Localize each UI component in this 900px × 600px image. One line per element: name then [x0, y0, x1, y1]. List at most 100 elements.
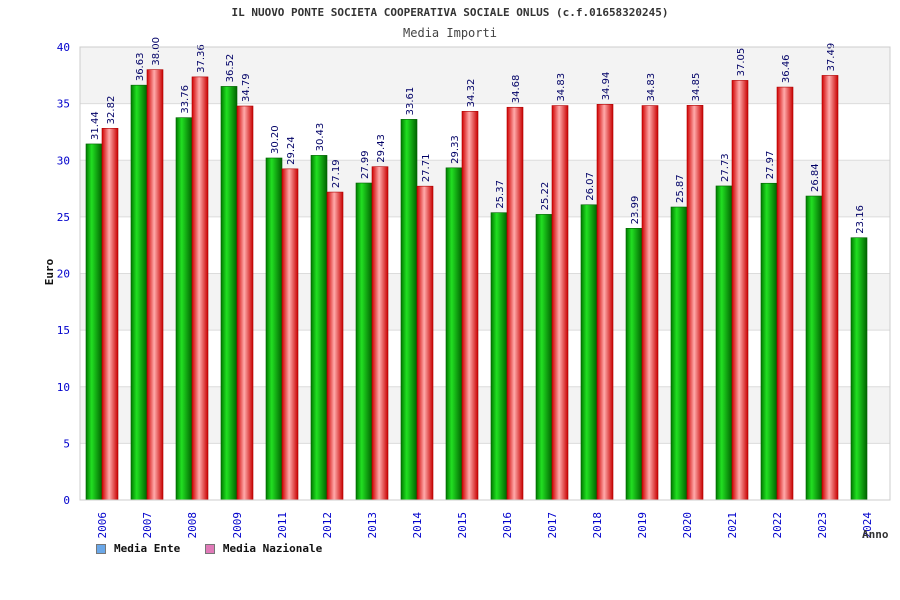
data-label: 34.79: [241, 73, 252, 102]
x-tick-label: 2014: [411, 512, 424, 539]
grid-band: [80, 47, 890, 104]
axes: 0 5 10 15 20 25 30 35 40 2006 2007 2008 2009 2011 2012…: [57, 41, 891, 539]
grid-band: [80, 273, 890, 331]
data-label: 27.19: [331, 159, 342, 188]
bar-media-nazionale: [461, 111, 479, 501]
bar-media-ente: [175, 117, 193, 501]
plot-border: [79, 46, 891, 501]
data-label: 34.85: [691, 73, 702, 102]
x-tick-label: 2020: [681, 512, 694, 539]
y-tick-label: 5: [63, 437, 70, 450]
x-axis-label: Anno: [862, 528, 889, 541]
bar-media-ente: [85, 143, 103, 501]
data-label: 23.99: [630, 196, 641, 225]
grid-bands: [80, 47, 890, 500]
legend-swatch-media-ente: [96, 543, 106, 554]
bar-media-nazionale: [776, 86, 794, 501]
grid-band: [80, 103, 890, 161]
grid-band: [80, 443, 890, 500]
y-tick-label: 0: [63, 494, 70, 507]
x-tick-label: 2012: [321, 512, 334, 539]
data-label: 27.97: [765, 151, 776, 180]
data-label: 37.36: [196, 44, 207, 73]
y-tick-label: 15: [57, 324, 70, 337]
data-label: 23.16: [855, 205, 866, 234]
legend-swatch-media-nazionale: [204, 543, 215, 554]
legend-item-media-nazionale: Media Nazionale: [204, 542, 323, 555]
bar-media-ente: [490, 212, 508, 501]
legend-label: Media Nazionale: [222, 542, 323, 555]
x-tick-label: 2011: [276, 512, 289, 539]
bar-media-nazionale: [686, 105, 704, 501]
y-tick-label: 20: [57, 268, 70, 281]
grid-band: [80, 386, 890, 444]
data-label: 25.22: [540, 182, 551, 211]
x-tick-label: 2015: [456, 512, 469, 539]
data-labels: 31.44 32.82 36.63 38.00 33.76 37.36 36.52 34.79…: [90, 37, 866, 234]
grid-band: [80, 160, 890, 217]
legend-item-media-ente: Media Ente: [96, 542, 180, 555]
y-tick-label: 10: [57, 381, 70, 394]
legend-label: Media Ente: [114, 542, 181, 555]
data-label: 34.83: [556, 73, 567, 102]
x-tick-label: 2008: [186, 512, 199, 539]
x-tick-label: 2017: [546, 512, 559, 539]
chart-subtitle: Media Importi: [403, 26, 497, 40]
bar-media-nazionale: [731, 80, 749, 501]
bar-media-ente: [625, 228, 643, 501]
data-label: 29.24: [286, 136, 297, 165]
y-tick-label: 40: [57, 41, 70, 54]
bar-media-ente: [670, 206, 688, 501]
data-label: 36.46: [781, 54, 792, 83]
data-label: 34.68: [511, 75, 522, 104]
bar-media-nazionale: [416, 185, 434, 501]
bar-media-ente: [760, 182, 778, 501]
bar-media-ente: [130, 84, 148, 501]
x-tick-label: 2006: [96, 512, 109, 539]
data-label: 29.33: [450, 135, 461, 164]
bar-media-ente: [535, 214, 553, 501]
x-tick-label: 2018: [591, 512, 604, 539]
data-label: 26.84: [810, 163, 821, 192]
x-tick-label: 2019: [636, 512, 649, 539]
data-label: 37.49: [826, 43, 837, 72]
bar-media-nazionale: [101, 128, 119, 501]
bar-media-nazionale: [236, 105, 254, 501]
bar-media-ente: [265, 157, 283, 501]
x-tick-label: 2023: [816, 512, 829, 539]
bar-media-ente: [400, 119, 418, 501]
bar-media-nazionale: [821, 75, 839, 501]
bars: [85, 69, 868, 501]
bar-media-nazionale: [551, 105, 569, 501]
x-tick-label: 2024: [861, 512, 874, 539]
data-label: 25.37: [495, 180, 506, 209]
x-tick-label: 2013: [366, 512, 379, 539]
bar-media-nazionale: [596, 104, 614, 501]
data-label: 30.43: [315, 123, 326, 152]
x-tick-label: 2016: [501, 512, 514, 539]
data-label: 27.73: [720, 153, 731, 182]
y-axis-label: Euro: [43, 258, 56, 285]
y-tick-label: 35: [57, 98, 70, 111]
bar-media-nazionale: [506, 106, 524, 501]
legend: Media Ente Media Nazionale: [96, 542, 340, 557]
bar-media-nazionale: [371, 166, 389, 501]
bar-media-ente: [355, 182, 373, 501]
data-label: 36.52: [225, 54, 236, 83]
bar-media-ente: [220, 86, 238, 501]
bar-media-ente: [850, 237, 868, 501]
grid-band: [80, 330, 890, 387]
data-label: 37.05: [736, 48, 747, 77]
y-tick-label: 30: [57, 154, 70, 167]
data-label: 34.83: [646, 73, 657, 102]
data-label: 31.44: [90, 111, 101, 140]
data-label: 33.61: [405, 87, 416, 116]
data-label: 33.76: [180, 85, 191, 114]
x-tick-label: 2009: [231, 512, 244, 539]
bar-media-nazionale: [146, 69, 164, 501]
bar-media-ente: [310, 155, 328, 501]
gridlines: [80, 46, 890, 501]
data-label: 36.63: [135, 53, 146, 82]
